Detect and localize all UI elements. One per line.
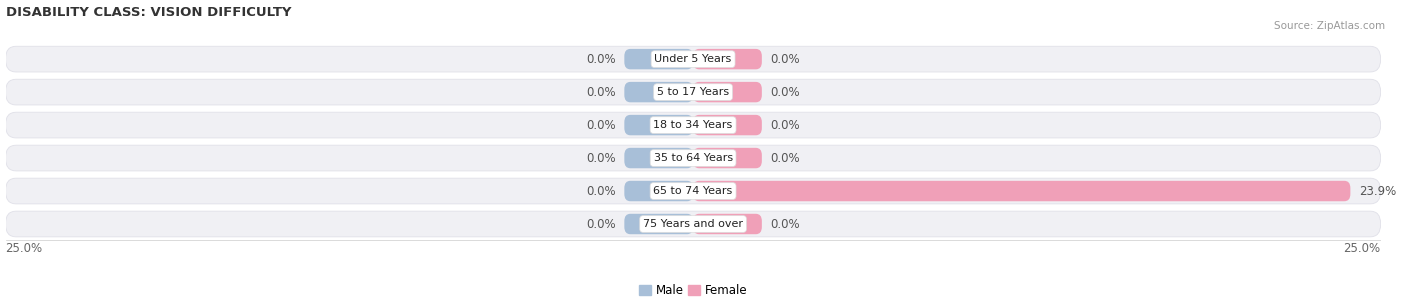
Text: 0.0%: 0.0% <box>586 119 616 131</box>
FancyBboxPatch shape <box>693 82 762 102</box>
Text: 0.0%: 0.0% <box>770 53 800 66</box>
FancyBboxPatch shape <box>6 211 1381 237</box>
FancyBboxPatch shape <box>693 214 762 234</box>
Text: 0.0%: 0.0% <box>586 152 616 165</box>
FancyBboxPatch shape <box>624 214 693 234</box>
FancyBboxPatch shape <box>693 181 1350 201</box>
Text: 0.0%: 0.0% <box>586 86 616 99</box>
Text: 0.0%: 0.0% <box>586 217 616 231</box>
FancyBboxPatch shape <box>624 181 693 201</box>
Text: 18 to 34 Years: 18 to 34 Years <box>654 120 733 130</box>
FancyBboxPatch shape <box>624 82 693 102</box>
FancyBboxPatch shape <box>6 178 1381 204</box>
Text: 0.0%: 0.0% <box>586 53 616 66</box>
Text: Source: ZipAtlas.com: Source: ZipAtlas.com <box>1274 21 1385 31</box>
FancyBboxPatch shape <box>6 112 1381 138</box>
FancyBboxPatch shape <box>693 49 762 69</box>
Text: 25.0%: 25.0% <box>6 242 42 255</box>
FancyBboxPatch shape <box>693 148 762 168</box>
Text: 35 to 64 Years: 35 to 64 Years <box>654 153 733 163</box>
Text: 0.0%: 0.0% <box>770 119 800 131</box>
FancyBboxPatch shape <box>624 49 693 69</box>
Text: 23.9%: 23.9% <box>1358 185 1396 198</box>
Text: 0.0%: 0.0% <box>586 185 616 198</box>
Legend: Male, Female: Male, Female <box>638 284 748 297</box>
FancyBboxPatch shape <box>6 145 1381 171</box>
Text: 25.0%: 25.0% <box>1344 242 1381 255</box>
Text: 0.0%: 0.0% <box>770 217 800 231</box>
Text: DISABILITY CLASS: VISION DIFFICULTY: DISABILITY CLASS: VISION DIFFICULTY <box>6 5 291 19</box>
FancyBboxPatch shape <box>624 148 693 168</box>
FancyBboxPatch shape <box>624 115 693 135</box>
FancyBboxPatch shape <box>6 79 1381 105</box>
Text: 0.0%: 0.0% <box>770 86 800 99</box>
FancyBboxPatch shape <box>6 46 1381 72</box>
Text: 0.0%: 0.0% <box>770 152 800 165</box>
Text: Under 5 Years: Under 5 Years <box>654 54 731 64</box>
Text: 75 Years and over: 75 Years and over <box>643 219 744 229</box>
Text: 65 to 74 Years: 65 to 74 Years <box>654 186 733 196</box>
Text: 5 to 17 Years: 5 to 17 Years <box>657 87 730 97</box>
FancyBboxPatch shape <box>693 115 762 135</box>
